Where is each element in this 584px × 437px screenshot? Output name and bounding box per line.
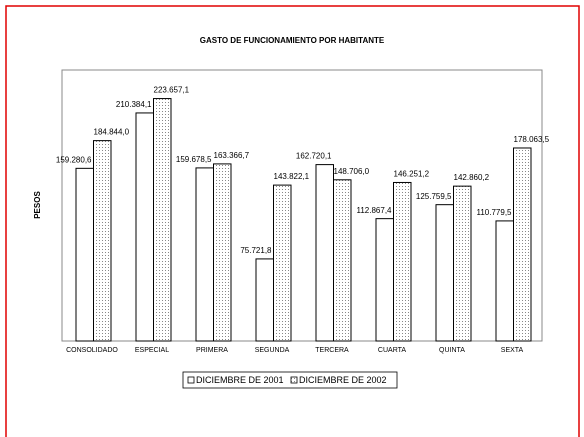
bar bbox=[453, 185, 472, 342]
x-tick-label: ESPECIAL bbox=[135, 347, 169, 354]
legend-label: DICIEMBRE DE 2001 bbox=[196, 375, 284, 385]
value-label: 112.867,4 bbox=[357, 206, 393, 215]
value-label: 223.657,1 bbox=[154, 86, 190, 95]
bar bbox=[213, 163, 232, 342]
bar bbox=[273, 184, 292, 342]
bar bbox=[333, 179, 352, 342]
bar bbox=[153, 98, 172, 342]
value-label: 210.384,1 bbox=[116, 100, 152, 109]
bar bbox=[255, 258, 274, 342]
x-tick-label: QUINTA bbox=[439, 347, 465, 354]
x-tick-label: CUARTA bbox=[378, 347, 406, 354]
bar bbox=[495, 220, 514, 342]
x-tick-label: SEGUNDA bbox=[255, 347, 290, 354]
bar bbox=[93, 140, 112, 342]
bar bbox=[195, 167, 214, 342]
legend-swatch bbox=[290, 376, 298, 384]
value-label: 75.721,8 bbox=[240, 246, 272, 255]
bar bbox=[435, 204, 454, 342]
value-label: 125.759,5 bbox=[416, 192, 452, 201]
x-tick-label: SEXTA bbox=[501, 347, 524, 354]
legend-box bbox=[182, 371, 398, 389]
value-label: 159.280,6 bbox=[56, 155, 92, 164]
value-label: 159.678,5 bbox=[176, 155, 212, 164]
bar bbox=[135, 112, 154, 342]
bar bbox=[315, 164, 334, 342]
value-label: 148.706,0 bbox=[334, 167, 370, 176]
bar bbox=[513, 147, 532, 342]
value-label: 142.860,2 bbox=[454, 173, 490, 182]
x-tick-label: PRIMERA bbox=[196, 347, 228, 354]
value-label: 146.251,2 bbox=[394, 170, 430, 179]
plot-area bbox=[61, 69, 543, 342]
y-axis-label: PESOS bbox=[33, 191, 42, 219]
value-label: 163.366,7 bbox=[214, 151, 250, 160]
x-tick-label: TERCERA bbox=[315, 347, 349, 354]
bar bbox=[393, 181, 412, 342]
value-label: 162.720,1 bbox=[296, 152, 332, 161]
value-label: 178.063,5 bbox=[514, 135, 550, 144]
x-tick-label: CONSOLIDADO bbox=[66, 347, 118, 354]
value-label: 143.822,1 bbox=[274, 172, 310, 181]
legend-label: DICIEMBRE DE 2002 bbox=[299, 375, 387, 385]
chart-title: GASTO DE FUNCIONAMIENTO POR HABITANTE bbox=[200, 36, 385, 45]
value-label: 110.779,5 bbox=[477, 208, 513, 217]
value-label: 184.844,0 bbox=[94, 128, 130, 137]
bar bbox=[375, 218, 394, 342]
bar bbox=[75, 167, 94, 342]
legend-swatch bbox=[187, 376, 195, 384]
frame bbox=[5, 5, 580, 437]
